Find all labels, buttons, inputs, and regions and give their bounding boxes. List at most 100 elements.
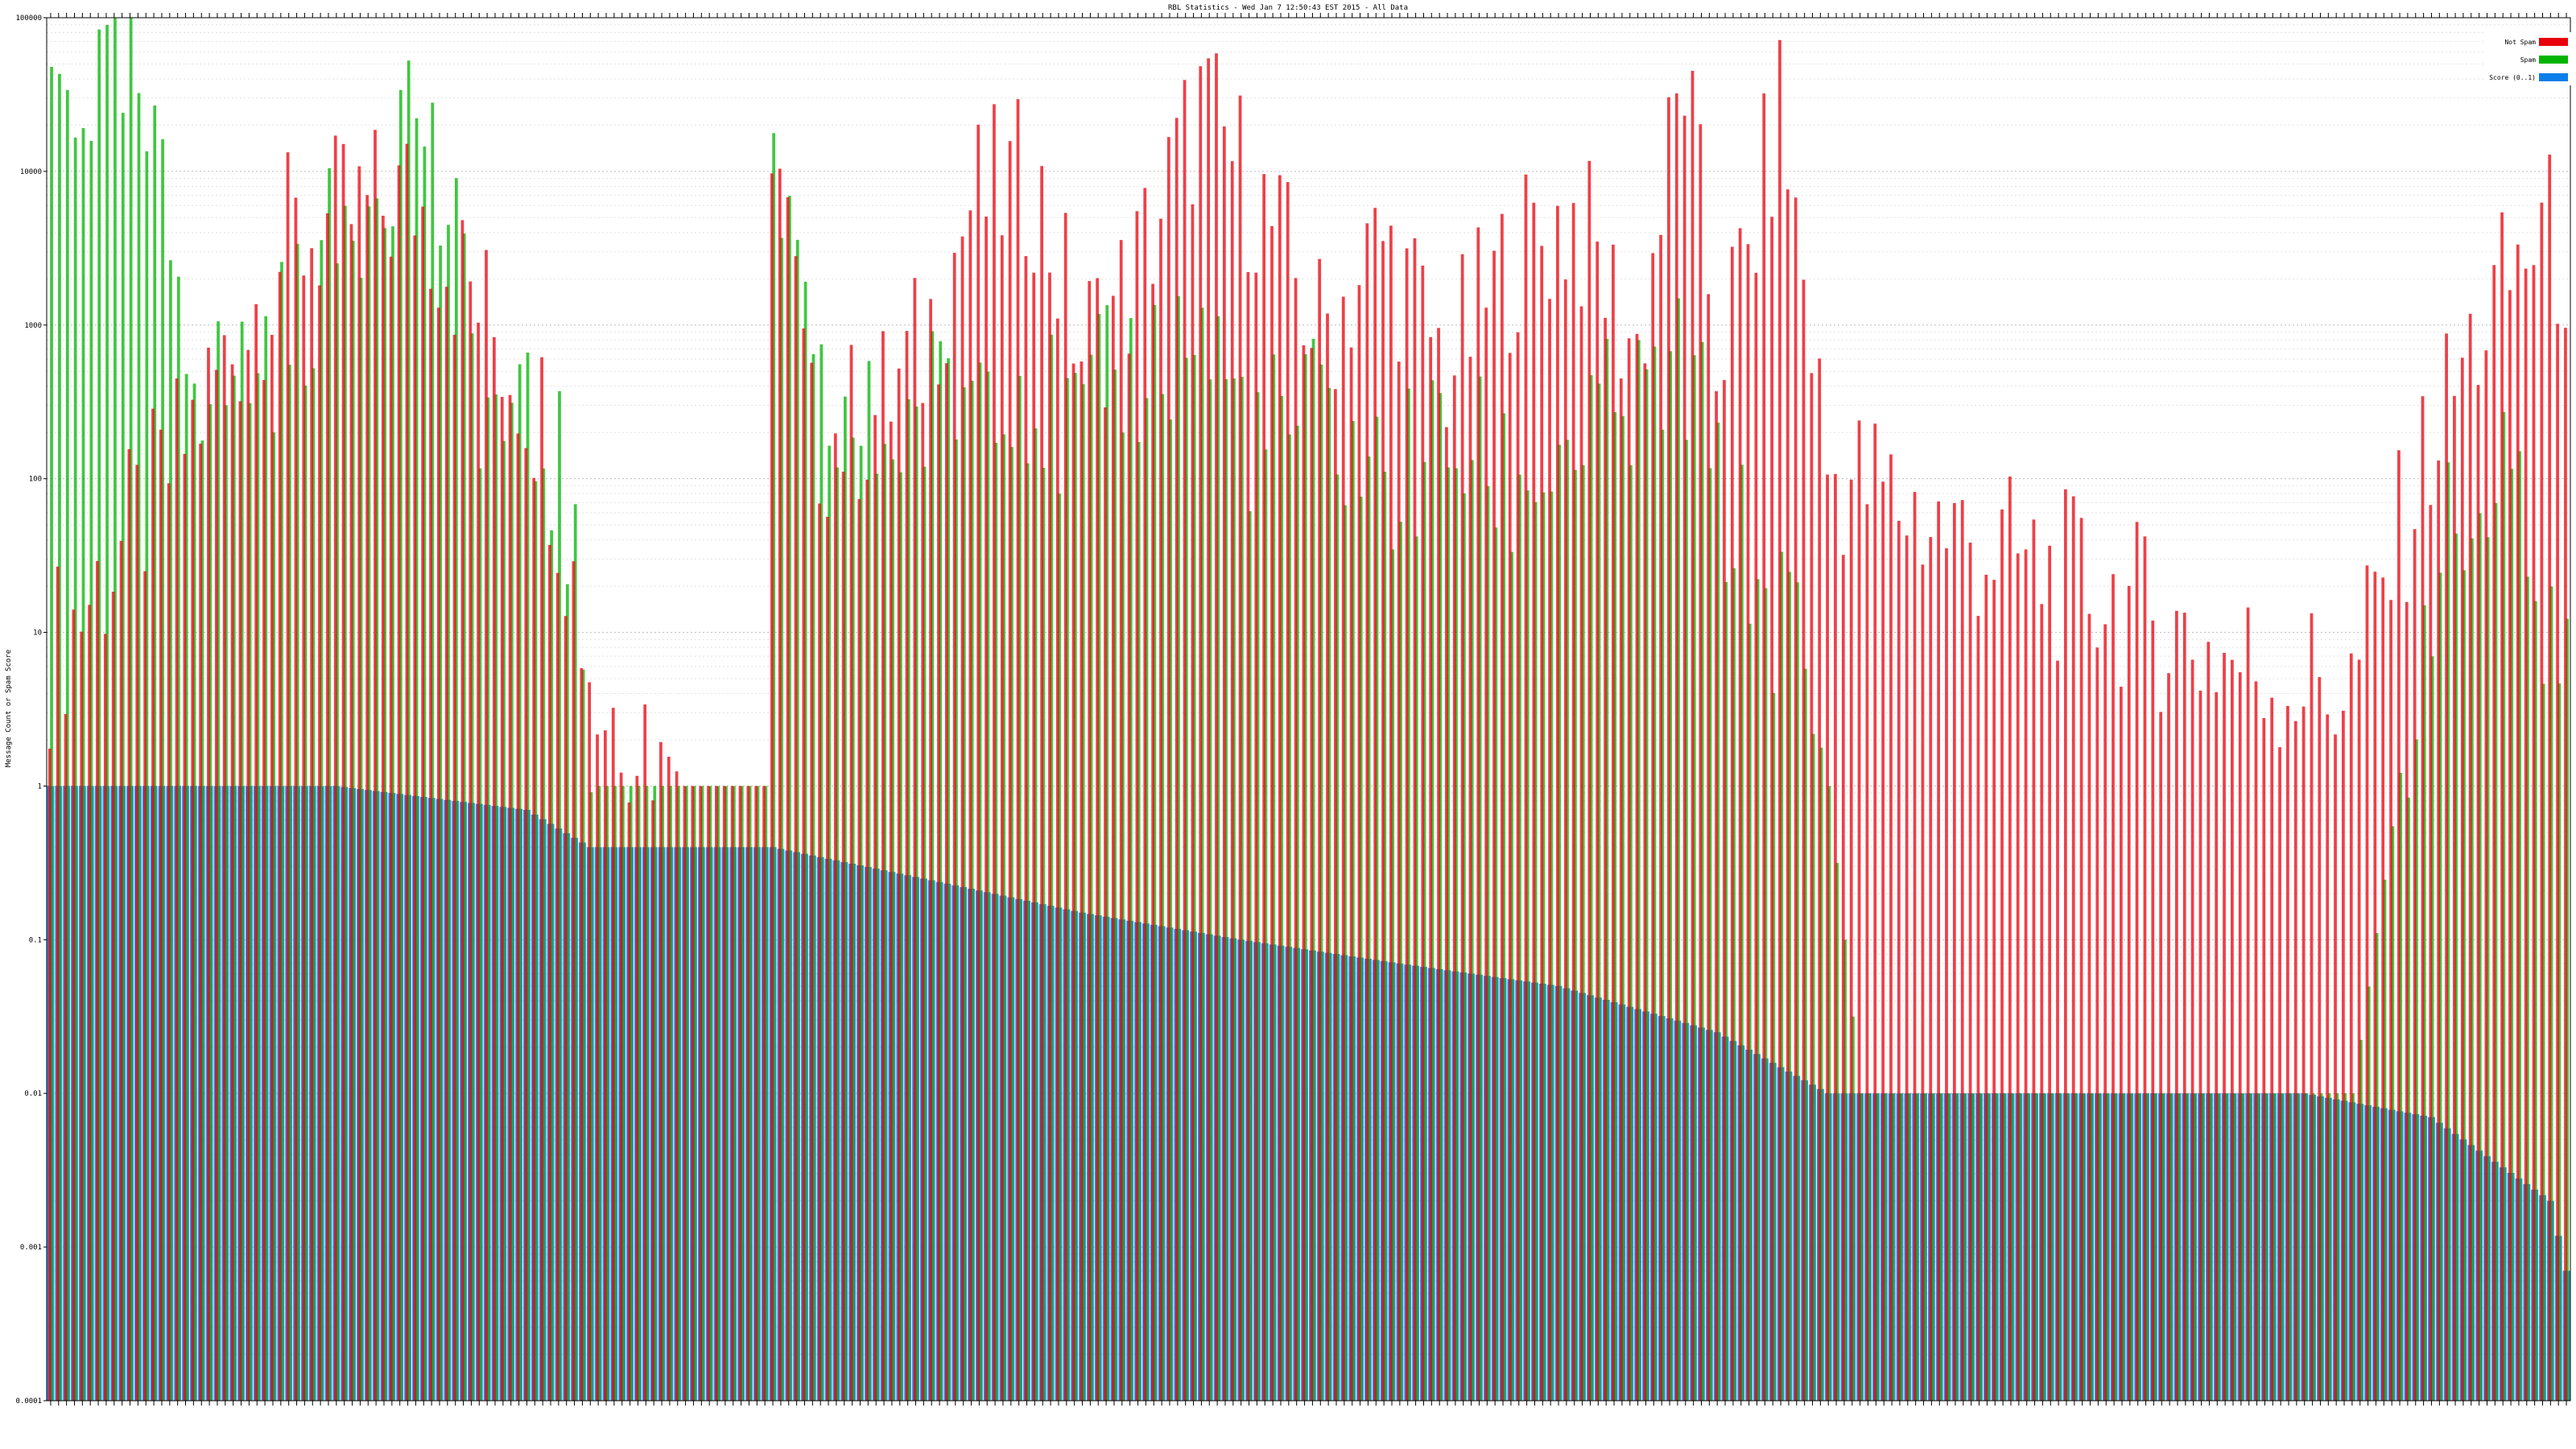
bar-spam	[1026, 463, 1030, 1401]
bar-spam	[637, 786, 641, 1401]
bar-not-spam	[2000, 509, 2004, 1402]
bar-not-spam	[2445, 333, 2448, 1401]
bar-spam	[1383, 472, 1387, 1401]
bar-not-spam	[1682, 115, 1686, 1402]
bar-spam	[1303, 354, 1307, 1402]
bar-spam	[1113, 369, 1117, 1401]
bar-not-spam	[2564, 328, 2567, 1402]
bar-not-spam	[2460, 357, 2464, 1401]
bar-spam	[248, 402, 252, 1401]
bar-not-spam	[691, 786, 695, 1401]
bar-not-spam	[2389, 600, 2392, 1401]
bar-spam	[1264, 449, 1268, 1402]
bar-not-spam	[485, 250, 488, 1402]
bar-spam	[2422, 605, 2426, 1401]
bar-not-spam	[2262, 717, 2266, 1401]
bar-not-spam	[2293, 720, 2297, 1401]
bar-not-spam	[635, 775, 639, 1401]
bar-not-spam	[1024, 256, 1028, 1402]
bar-not-spam	[2556, 324, 2559, 1401]
bar-not-spam	[1159, 218, 1162, 1401]
bar-not-spam	[619, 772, 623, 1401]
bar-not-spam	[405, 143, 409, 1402]
bar-not-spam	[349, 224, 353, 1401]
bar-not-spam	[341, 143, 345, 1401]
bar-not-spam	[2301, 706, 2306, 1401]
bar-spam	[1422, 461, 1426, 1402]
bar-spam	[1589, 375, 1593, 1401]
bar-spam	[153, 105, 157, 1402]
bar-spam	[2446, 462, 2450, 1401]
bar-spam	[1351, 421, 1355, 1402]
bar-not-spam	[389, 256, 393, 1401]
bar-spam	[2025, 1093, 2029, 1401]
bar-not-spam	[325, 213, 329, 1402]
bar-not-spam	[2119, 687, 2123, 1401]
bar-not-spam	[738, 786, 742, 1401]
bar-not-spam	[47, 749, 52, 1401]
bar-spam	[1645, 369, 1649, 1402]
bar-not-spam	[2063, 489, 2067, 1402]
bar-not-spam	[532, 477, 536, 1401]
bar-spam	[1637, 340, 1641, 1402]
bar-not-spam	[1032, 272, 1036, 1401]
bar-spam	[1200, 308, 1204, 1401]
bar-spam	[1240, 377, 1244, 1401]
bar-spam	[1406, 388, 1410, 1401]
bar-spam	[176, 276, 180, 1401]
bar-not-spam	[413, 235, 417, 1401]
bar-spam	[891, 459, 894, 1401]
bar-spam	[1685, 440, 1688, 1401]
bar-spam	[2113, 1093, 2117, 1401]
bar-spam	[534, 481, 538, 1401]
bar-spam	[1280, 395, 1283, 1402]
bar-spam	[232, 375, 236, 1401]
bar-spam	[1914, 1093, 1918, 1401]
bar-not-spam	[357, 166, 361, 1402]
bar-spam	[295, 243, 299, 1402]
bar-spam	[573, 504, 577, 1401]
bar-spam	[1843, 939, 1847, 1401]
bar-not-spam	[72, 609, 76, 1401]
bar-spam	[2367, 986, 2371, 1401]
bar-spam	[192, 383, 196, 1402]
bar-not-spam	[1548, 299, 1551, 1401]
bar-not-spam	[1754, 272, 1758, 1401]
bar-not-spam	[1326, 313, 1329, 1401]
bar-not-spam	[1096, 278, 1099, 1402]
bar-not-spam	[1215, 53, 1218, 1402]
bar-spam	[1859, 1093, 1863, 1401]
bar-spam	[1335, 474, 1340, 1401]
bar-spam	[184, 374, 188, 1402]
bar-not-spam	[1008, 141, 1012, 1401]
bar-not-spam	[2421, 396, 2425, 1401]
bar-spam	[1581, 464, 1585, 1401]
bar-spam	[1597, 383, 1601, 1402]
bar-not-spam	[1556, 205, 1559, 1401]
bar-not-spam	[214, 369, 218, 1402]
legend-swatch	[2539, 56, 2568, 64]
bar-spam	[621, 786, 625, 1401]
bar-spam	[1359, 496, 1363, 1402]
bar-spam	[208, 404, 213, 1401]
bar-not-spam	[976, 124, 980, 1401]
bar-not-spam	[1191, 204, 1195, 1402]
bar-not-spam	[96, 560, 99, 1402]
bar-spam	[923, 466, 927, 1401]
bar-not-spam	[944, 363, 948, 1402]
bar-spam	[2518, 451, 2521, 1401]
bar-spam	[1780, 551, 1784, 1402]
bar-spam	[1740, 464, 1744, 1401]
bar-spam	[748, 786, 752, 1401]
bar-spam	[1534, 502, 1538, 1402]
bar-not-spam	[1405, 248, 1409, 1401]
bar-not-spam	[841, 471, 845, 1402]
bar-not-spam	[1437, 328, 1440, 1401]
bar-not-spam	[1667, 97, 1670, 1401]
bar-not-spam	[1715, 391, 1718, 1401]
bar-spam	[1232, 378, 1236, 1401]
bar-series	[47, 18, 2570, 1402]
bar-spam	[1272, 354, 1276, 1401]
bar-not-spam	[873, 415, 877, 1401]
bar-not-spam	[222, 335, 226, 1401]
